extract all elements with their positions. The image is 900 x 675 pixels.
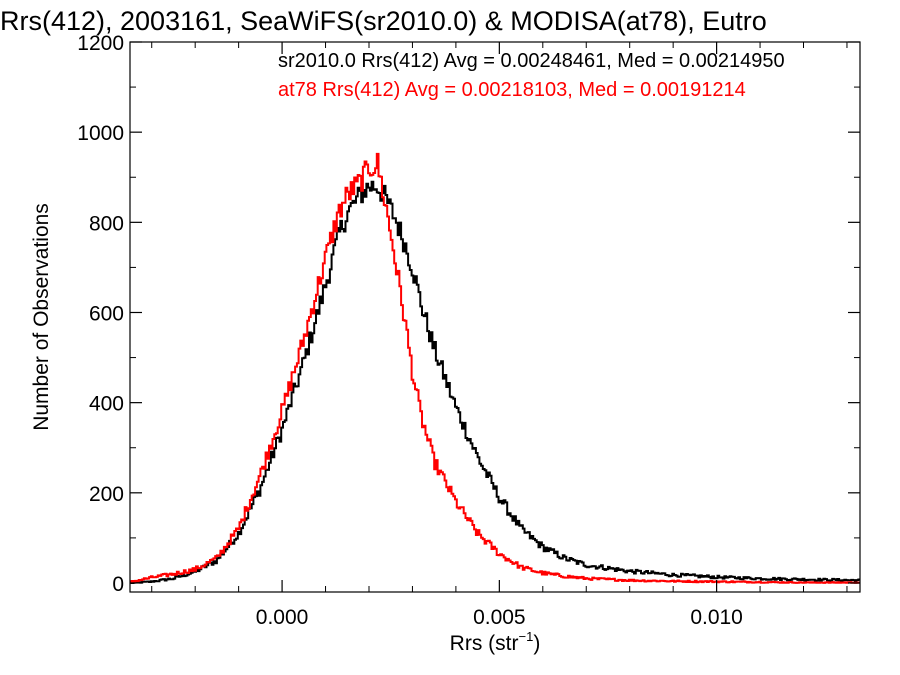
- series-line-0: [130, 180, 860, 584]
- x-axis-label: Rrs (str−1): [450, 629, 541, 655]
- y-tick-label-3: 600: [89, 302, 124, 325]
- x-axis-label-superscript: −1: [519, 629, 534, 644]
- y-tick-label-6: 1200: [77, 32, 124, 55]
- legend-entry-at78: at78 Rrs(412) Avg = 0.00218103, Med = 0.…: [278, 79, 746, 101]
- x-axis-label-base: Rrs (str: [450, 632, 519, 655]
- y-tick-label-4: 800: [89, 212, 124, 235]
- series-line-1: [130, 152, 860, 584]
- x-axis: 0.000 0.005 0.010: [151, 42, 848, 629]
- x-tick-label-1: 0.005: [473, 606, 526, 629]
- x-axis-label-end: ): [533, 632, 540, 655]
- chart-title: Rrs(412), 2003161, SeaWiFS(sr2010.0) & M…: [0, 6, 767, 36]
- legend: sr2010.0 Rrs(412) Avg = 0.00248461, Med …: [278, 50, 785, 101]
- y-tick-label-2: 400: [89, 393, 124, 416]
- x-tick-label-2: 0.010: [690, 606, 743, 629]
- y-tick-label-5: 1000: [77, 122, 124, 145]
- legend-entry-sr2010: sr2010.0 Rrs(412) Avg = 0.00248461, Med …: [278, 50, 785, 72]
- plot-frame: [129, 41, 861, 593]
- x-tick-label-0: 0.000: [256, 606, 309, 629]
- y-axis: 0 200 400 600 800 1000 1200: [77, 32, 860, 596]
- y-tick-label-0: 0: [112, 573, 124, 596]
- y-axis-label: Number of Observations: [30, 203, 53, 431]
- plot-area: [130, 152, 860, 584]
- y-tick-label-1: 200: [89, 483, 124, 506]
